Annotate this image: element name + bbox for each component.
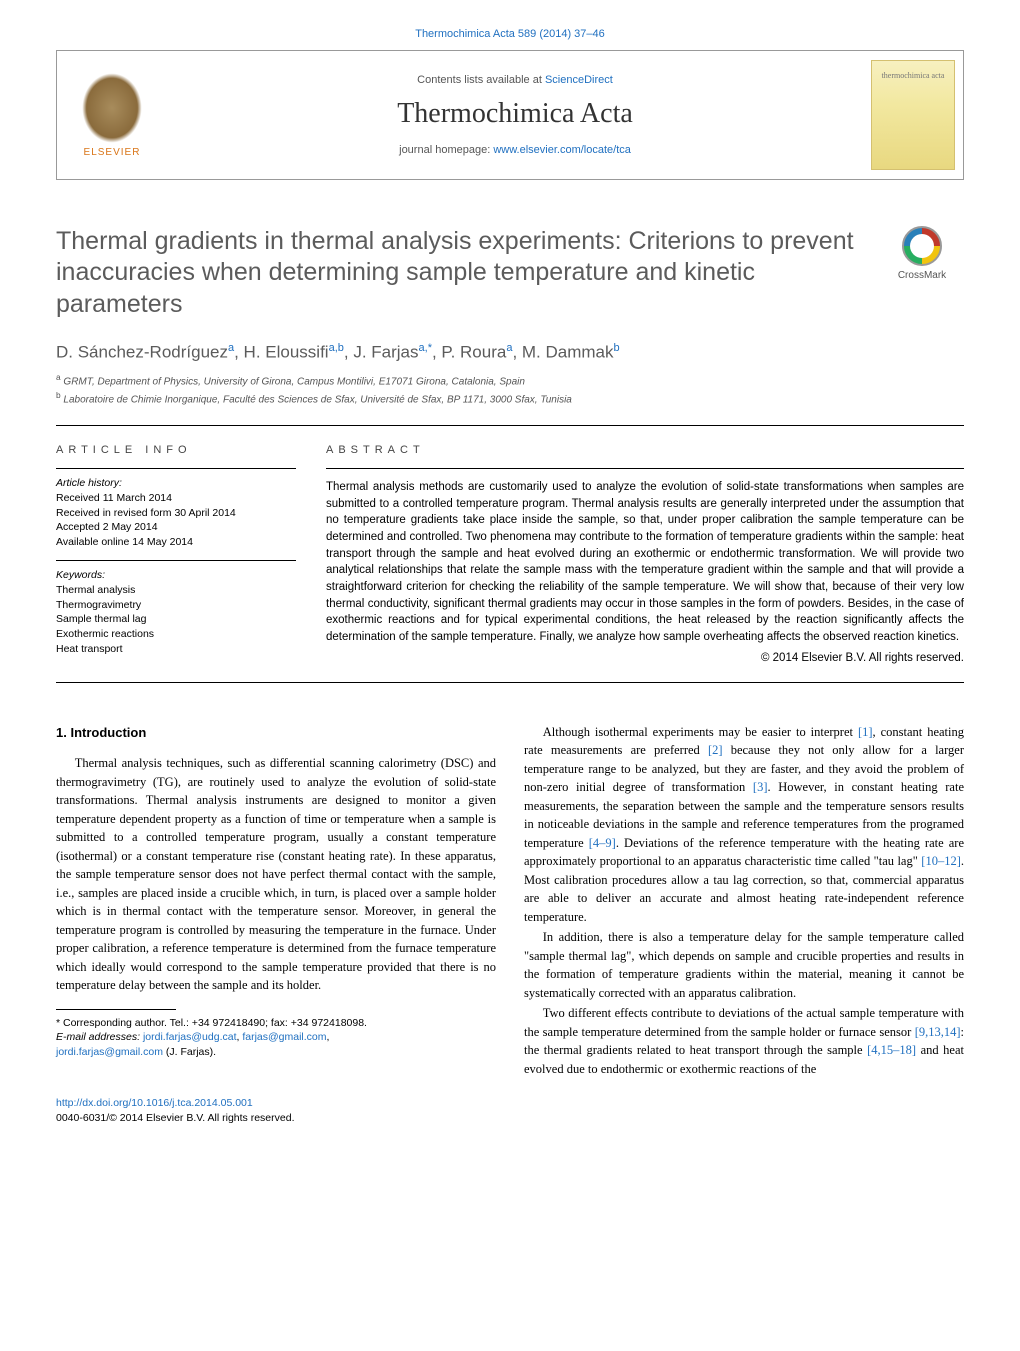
crossmark-badge[interactable]: CrossMark <box>880 226 964 281</box>
body-text: 1. Introduction Thermal analysis techniq… <box>56 723 964 1079</box>
journal-name: Thermochimica Acta <box>397 98 633 130</box>
bottom-meta: http://dx.doi.org/10.1016/j.tca.2014.05.… <box>56 1096 964 1125</box>
ref-9-13-14[interactable]: [9,13,14] <box>915 1025 961 1039</box>
keyword-4: Heat transport <box>56 642 296 657</box>
crossmark-icon <box>902 226 942 266</box>
info-rule <box>56 468 296 469</box>
journal-homepage-line: journal homepage: www.elsevier.com/locat… <box>399 144 631 156</box>
contents-lists-line: Contents lists available at ScienceDirec… <box>417 74 613 86</box>
abstract: ABSTRACT Thermal analysis methods are cu… <box>326 444 964 664</box>
keyword-1: Thermogravimetry <box>56 598 296 613</box>
journal-cover-image: thermochimica acta <box>871 60 955 170</box>
email-label: E-mail addresses: <box>56 1031 143 1043</box>
sciencedirect-link[interactable]: ScienceDirect <box>545 74 613 86</box>
article-info-heading: ARTICLE INFO <box>56 444 296 456</box>
history-received: Received 11 March 2014 <box>56 491 296 506</box>
email-2[interactable]: farjas@gmail.com <box>242 1031 326 1043</box>
divider-bottom <box>56 682 964 683</box>
email-suffix: (J. Farjas). <box>163 1046 216 1058</box>
crossmark-label: CrossMark <box>898 270 946 281</box>
history-online: Available online 14 May 2014 <box>56 535 296 550</box>
keyword-3: Exothermic reactions <box>56 627 296 642</box>
body-p2: Although isothermal experiments may be e… <box>524 723 964 927</box>
body-p4: Two different effects contribute to devi… <box>524 1004 964 1078</box>
affiliation-a: a GRMT, Department of Physics, Universit… <box>56 372 964 389</box>
abstract-rule <box>326 468 964 469</box>
abstract-text: Thermal analysis methods are customarily… <box>326 479 964 646</box>
abstract-copyright: © 2014 Elsevier B.V. All rights reserved… <box>326 652 964 664</box>
journal-homepage-link[interactable]: www.elsevier.com/locate/tca <box>493 144 631 156</box>
keyword-0: Thermal analysis <box>56 583 296 598</box>
article-info: ARTICLE INFO Article history: Received 1… <box>56 444 296 664</box>
footnote-rule <box>56 1009 176 1010</box>
citation-link[interactable]: Thermochimica Acta 589 (2014) 37–46 <box>415 28 605 40</box>
section-1-heading: 1. Introduction <box>56 723 496 742</box>
body-p1: Thermal analysis techniques, such as dif… <box>56 754 496 995</box>
email-3[interactable]: jordi.farjas@gmail.com <box>56 1046 163 1058</box>
ref-4-9[interactable]: [4–9] <box>589 836 616 850</box>
ref-10-12[interactable]: [10–12] <box>921 854 961 868</box>
divider-top <box>56 425 964 426</box>
info-rule-2 <box>56 560 296 561</box>
elsevier-tree-icon <box>82 73 142 143</box>
issn-copyright: 0040-6031/© 2014 Elsevier B.V. All right… <box>56 1112 295 1124</box>
journal-header-center: Contents lists available at ScienceDirec… <box>167 51 863 179</box>
email-1[interactable]: jordi.farjas@udg.cat <box>143 1031 237 1043</box>
affiliations: a GRMT, Department of Physics, Universit… <box>56 372 964 407</box>
info-abstract-row: ARTICLE INFO Article history: Received 1… <box>56 444 964 664</box>
email-sep-2: , <box>327 1031 330 1043</box>
ref-2[interactable]: [2] <box>708 743 723 757</box>
history-accepted: Accepted 2 May 2014 <box>56 520 296 535</box>
doi-link[interactable]: http://dx.doi.org/10.1016/j.tca.2014.05.… <box>56 1097 253 1109</box>
affiliation-b: b Laboratoire de Chimie Inorganique, Fac… <box>56 390 964 407</box>
title-block: Thermal gradients in thermal analysis ex… <box>56 226 964 320</box>
citation-header: Thermochimica Acta 589 (2014) 37–46 <box>56 28 964 40</box>
journal-header: ELSEVIER Contents lists available at Sci… <box>56 50 964 180</box>
article-title: Thermal gradients in thermal analysis ex… <box>56 226 860 320</box>
corr-author-line: * Corresponding author. Tel.: +34 972418… <box>56 1016 496 1031</box>
history-label: Article history: <box>56 477 296 489</box>
ref-1[interactable]: [1] <box>858 725 873 739</box>
ref-4-15-18[interactable]: [4,15–18] <box>867 1043 916 1057</box>
body-p3: In addition, there is also a temperature… <box>524 928 964 1002</box>
abstract-heading: ABSTRACT <box>326 444 964 456</box>
contents-prefix: Contents lists available at <box>417 74 545 86</box>
email-line-2: jordi.farjas@gmail.com (J. Farjas). <box>56 1045 496 1060</box>
homepage-prefix: journal homepage: <box>399 144 493 156</box>
page: Thermochimica Acta 589 (2014) 37–46 ELSE… <box>0 0 1020 1166</box>
elsevier-label: ELSEVIER <box>84 147 141 158</box>
ref-3[interactable]: [3] <box>753 780 768 794</box>
authors-line: D. Sánchez-Rodrígueza, H. Eloussifia,b, … <box>56 342 964 363</box>
elsevier-logo: ELSEVIER <box>57 51 167 179</box>
email-line: E-mail addresses: jordi.farjas@udg.cat, … <box>56 1030 496 1045</box>
keyword-2: Sample thermal lag <box>56 612 296 627</box>
corresponding-author-footnote: * Corresponding author. Tel.: +34 972418… <box>56 1016 496 1060</box>
journal-cover: thermochimica acta <box>863 51 963 179</box>
history-revised: Received in revised form 30 April 2014 <box>56 506 296 521</box>
keywords-label: Keywords: <box>56 569 296 581</box>
